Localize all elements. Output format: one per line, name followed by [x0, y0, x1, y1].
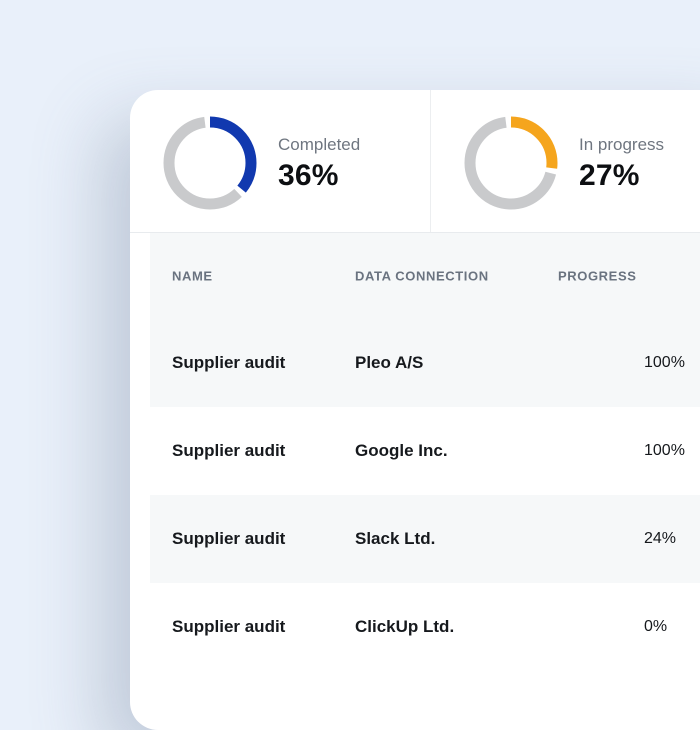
- dashboard-card: Completed 36% In progress 27% NAME DATA …: [130, 90, 700, 730]
- row-data-connection: Slack Ltd.: [355, 529, 436, 548]
- row-name: Supplier audit: [172, 441, 286, 460]
- progress-bar: [558, 447, 640, 456]
- table-row[interactable]: Supplier audit Google Inc. 100%: [150, 407, 700, 495]
- stat-in-progress: In progress 27%: [431, 90, 700, 232]
- stat-completed: Completed 36%: [130, 90, 430, 232]
- stat-completed-label: Completed: [278, 135, 361, 154]
- progress-percent: 100%: [644, 354, 685, 371]
- stats-section: Completed 36% In progress 27%: [130, 90, 700, 233]
- progress-bar: [558, 359, 640, 368]
- stat-completed-value: 36%: [278, 159, 339, 192]
- stats-bottom-divider: [130, 232, 700, 233]
- progress-bar: [558, 535, 640, 544]
- audits-table: NAME DATA CONNECTION PROGRESS Supplier a…: [150, 233, 700, 671]
- table-row[interactable]: Supplier audit Pleo A/S 100%: [150, 319, 700, 407]
- row-name: Supplier audit: [172, 353, 286, 372]
- row-name: Supplier audit: [172, 529, 286, 548]
- column-header-data-connection: DATA CONNECTION: [355, 268, 489, 284]
- table-row[interactable]: Supplier audit ClickUp Ltd. 0%: [150, 583, 700, 671]
- in-progress-donut-chart: [464, 116, 558, 210]
- row-data-connection: Pleo A/S: [355, 353, 424, 372]
- progress-bar: [558, 623, 640, 632]
- table-row[interactable]: Supplier audit Slack Ltd. 24%: [150, 495, 700, 583]
- table-header-row: NAME DATA CONNECTION PROGRESS: [150, 233, 700, 319]
- column-header-progress: PROGRESS: [558, 268, 637, 284]
- completed-donut-chart: [163, 116, 257, 210]
- page-background: { "theme": { "page_bg": "#e9f0fa", "card…: [130, 90, 700, 730]
- stat-in-progress-label: In progress: [579, 135, 665, 154]
- progress-percent: 24%: [644, 530, 677, 547]
- stat-in-progress-text: In progress 27%: [579, 134, 664, 193]
- column-header-name: NAME: [172, 268, 213, 284]
- progress-percent: 100%: [644, 442, 685, 459]
- progress-percent: 0%: [644, 618, 668, 635]
- row-data-connection: Google Inc.: [355, 441, 448, 460]
- stats-vertical-divider: [430, 90, 431, 232]
- row-name: Supplier audit: [172, 617, 286, 636]
- stat-in-progress-value: 27%: [579, 159, 640, 192]
- row-data-connection: ClickUp Ltd.: [355, 617, 455, 636]
- stat-completed-text: Completed 36%: [278, 134, 360, 193]
